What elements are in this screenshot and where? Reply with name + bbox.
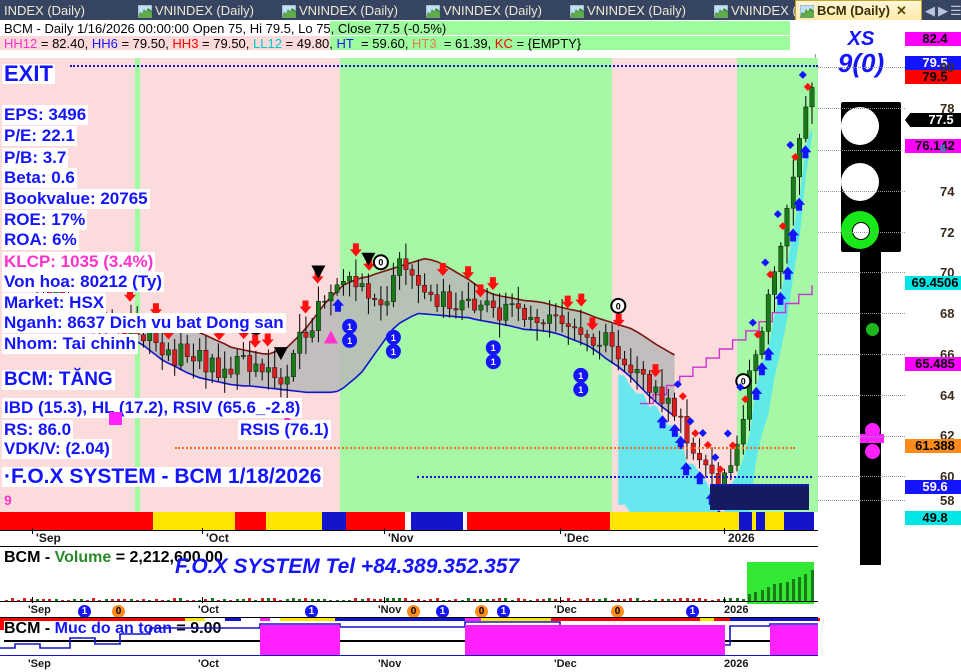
svg-text:1: 1 xyxy=(578,371,583,381)
svg-text:1: 1 xyxy=(391,333,396,343)
svg-text:0: 0 xyxy=(378,258,383,268)
svg-text:1: 1 xyxy=(347,336,352,346)
svg-text:1: 1 xyxy=(491,357,496,367)
svg-text:0: 0 xyxy=(616,301,621,311)
svg-text:1: 1 xyxy=(491,343,496,353)
svg-text:1: 1 xyxy=(347,322,352,332)
svg-text:1: 1 xyxy=(578,385,583,395)
svg-text:1: 1 xyxy=(391,347,396,357)
